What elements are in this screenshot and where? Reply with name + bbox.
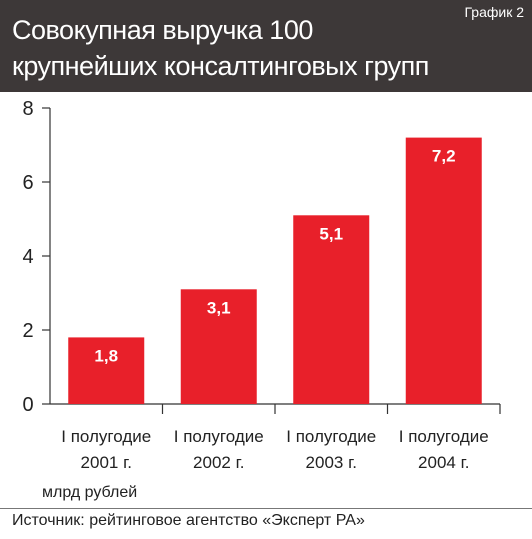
chart-title: Совокупная выручка 100 крупнейших консал… <box>12 15 429 117</box>
y-tick-label: 4 <box>22 246 33 268</box>
x-tick-label: I полугодие <box>174 427 264 446</box>
x-tick-label: I полугодие <box>61 427 151 446</box>
x-tick-label: 2004 г. <box>418 453 469 472</box>
bar <box>405 137 482 404</box>
x-tick-label: 2001 г. <box>81 453 132 472</box>
y-tick-label: 6 <box>22 172 33 194</box>
x-tick-label: I полугодие <box>399 427 489 446</box>
bar-value-label: 3,1 <box>207 298 231 317</box>
source-divider <box>0 508 532 509</box>
x-tick-label: I полугодие <box>286 427 376 446</box>
bar-value-label: 5,1 <box>319 224 343 243</box>
source-note: Источник: рейтинговое агентство «Эксперт… <box>12 512 365 529</box>
chart-header: Совокупная выручка 100 крупнейших консал… <box>0 0 532 117</box>
bar <box>68 337 145 404</box>
x-tick-label: 2002 г. <box>193 453 244 472</box>
bar <box>180 289 257 404</box>
unit-label: млрд рублей <box>42 484 138 501</box>
y-tick-label: 2 <box>22 320 33 342</box>
x-tick-label: 2003 г. <box>306 453 357 472</box>
bar <box>293 215 370 404</box>
bar-value-label: 7,2 <box>432 147 456 166</box>
bar-value-label: 1,8 <box>94 346 118 365</box>
bar-chart: 0 2 4 6 8 1,8 I полугодие 2001 г. 3,1 I полугодие… <box>22 98 501 472</box>
y-tick-label: 8 <box>22 98 33 120</box>
y-tick-label: 0 <box>22 394 33 416</box>
chart-number: График 2 <box>464 4 524 20</box>
